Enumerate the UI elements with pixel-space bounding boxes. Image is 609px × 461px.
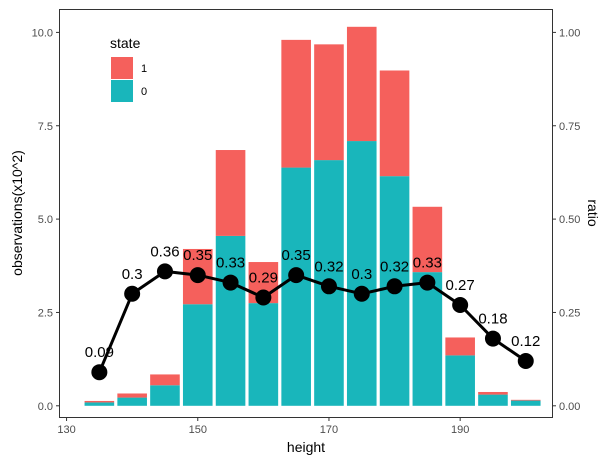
bars-layer xyxy=(84,26,541,406)
ratio-point-190 xyxy=(452,296,469,313)
x-axis-title: height xyxy=(287,439,325,455)
ratio-data-label-175: 0.3 xyxy=(351,266,372,283)
ratio-data-label-155: 0.33 xyxy=(216,255,245,272)
bar-state-0-155 xyxy=(215,235,246,406)
ratio-point-200 xyxy=(517,352,534,369)
ratio-point-150 xyxy=(189,267,206,284)
ratio-data-label-200: 0.12 xyxy=(511,333,540,350)
ratio-data-label-180: 0.32 xyxy=(380,258,409,275)
bar-state-1-135 xyxy=(84,400,115,403)
bar-state-1-190 xyxy=(445,337,475,356)
bar-state-1-200 xyxy=(510,399,541,401)
bar-state-1-170 xyxy=(314,44,344,161)
y-tick-label-2: 5.0 xyxy=(38,214,53,226)
ratio-line-layer: 0.090.30.36 0.35 0.330.290.350.32 0.3 0.32 0.… xyxy=(85,243,540,381)
legend: state 1 0 xyxy=(110,35,147,102)
bar-state-0-190 xyxy=(445,355,475,406)
y2-tick-label-0: 0.00 xyxy=(559,401,580,413)
bar-state-0-140 xyxy=(117,397,147,406)
bar-state-0-165 xyxy=(281,167,311,406)
ratio-data-label-170: 0.32 xyxy=(314,258,343,275)
bar-state-1-140 xyxy=(117,393,147,398)
ratio-data-label-140: 0.3 xyxy=(122,266,143,283)
ratio-data-label-145: 0.36 xyxy=(150,243,179,260)
x-tick-label-150: 150 xyxy=(189,424,207,436)
ratio-data-label-165: 0.35 xyxy=(282,247,311,264)
bar-state-0-195 xyxy=(478,394,508,406)
ratio-point-145 xyxy=(156,263,173,280)
y2-tick-label-4: 1.00 xyxy=(559,27,580,39)
bar-state-0-185 xyxy=(412,272,443,406)
plot-panel-border xyxy=(59,9,553,418)
y2-tick-label-2: 0.50 xyxy=(559,214,580,226)
ratio-point-165 xyxy=(288,267,305,284)
legend-label-state-1: 1 xyxy=(141,63,147,75)
bar-state-1-175 xyxy=(346,26,377,142)
bar-state-1-185 xyxy=(412,206,443,273)
ratio-data-label-195: 0.18 xyxy=(478,311,507,328)
ratio-point-155 xyxy=(222,274,239,291)
ratio-data-label-185: 0.33 xyxy=(413,255,442,272)
y2-tick-label-1: 0.25 xyxy=(559,307,580,319)
bar-state-1-145 xyxy=(150,374,180,386)
ratio-point-180 xyxy=(386,278,403,295)
bar-state-0-135 xyxy=(84,402,115,406)
ratio-point-160 xyxy=(255,289,272,306)
legend-key-state-0 xyxy=(111,80,133,102)
ratio-point-170 xyxy=(320,278,337,295)
bar-state-1-180 xyxy=(379,70,410,177)
bar-state-0-150 xyxy=(182,304,213,406)
bar-state-0-200 xyxy=(510,400,541,406)
legend-label-state-0: 0 xyxy=(141,86,147,98)
axes-layer: 130 150 170 190 0.0 2.5 5.0 7.5 10.0 0.00 0.25 0.50… xyxy=(32,27,581,436)
bar-state-1-155 xyxy=(215,150,246,236)
ratio-data-label-160: 0.29 xyxy=(249,270,278,287)
ratio-data-label-150: 0.35 xyxy=(183,247,212,264)
x-tick-label-130: 130 xyxy=(57,424,75,436)
legend-key-state-1 xyxy=(111,57,133,79)
x-tick-label-170: 170 xyxy=(320,424,338,436)
y-tick-label-1: 2.5 xyxy=(38,307,53,319)
ratio-point-135 xyxy=(91,364,108,381)
bar-state-1-195 xyxy=(478,391,508,395)
ratio-point-140 xyxy=(124,285,141,302)
y-axis-title: observations(x10^2) xyxy=(9,150,25,276)
x-tick-label-190: 190 xyxy=(451,424,469,436)
bar-state-0-160 xyxy=(248,303,279,406)
legend-title: state xyxy=(110,35,141,51)
y2-axis-title: ratio xyxy=(585,199,601,226)
ratio-point-185 xyxy=(419,274,436,291)
bar-state-1-165 xyxy=(281,39,311,168)
y-tick-label-4: 10.0 xyxy=(32,27,53,39)
bar-state-0-175 xyxy=(346,141,377,406)
ratio-point-175 xyxy=(353,285,370,302)
ratio-point-195 xyxy=(484,330,501,347)
y2-tick-label-3: 0.75 xyxy=(559,121,580,133)
y-tick-label-3: 7.5 xyxy=(38,121,53,133)
bar-state-0-145 xyxy=(150,385,180,406)
ratio-data-label-135: 0.09 xyxy=(85,344,114,361)
ratio-data-label-190: 0.27 xyxy=(446,277,475,294)
y-tick-label-0: 0.0 xyxy=(38,401,53,413)
